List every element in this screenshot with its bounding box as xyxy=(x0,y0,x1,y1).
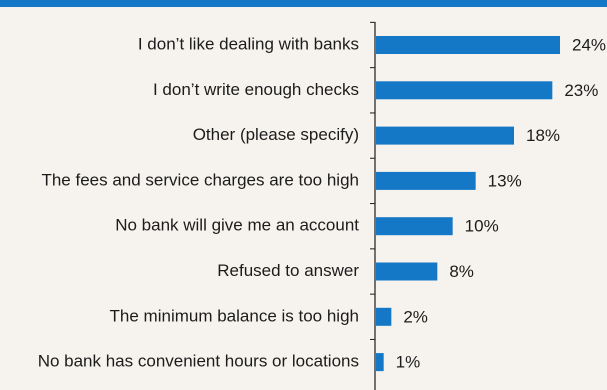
value-label: 10% xyxy=(465,217,499,236)
value-label: 8% xyxy=(449,262,474,281)
value-label: 2% xyxy=(403,307,428,326)
bar xyxy=(376,81,553,100)
header-band xyxy=(0,0,607,7)
category-label: Refused to answer xyxy=(217,261,359,280)
value-label: 18% xyxy=(526,126,560,145)
bar xyxy=(376,217,453,236)
bar xyxy=(376,353,384,372)
category-label: The fees and service charges are too hig… xyxy=(41,170,359,189)
category-label: No bank will give me an account xyxy=(115,216,359,235)
bar xyxy=(376,307,392,326)
bar xyxy=(376,262,438,281)
bar xyxy=(376,126,514,145)
category-label: No bank has convenient hours or location… xyxy=(38,352,359,371)
value-label: 1% xyxy=(396,353,421,372)
value-label: 23% xyxy=(564,81,598,100)
value-label: 13% xyxy=(488,171,522,190)
bar xyxy=(376,171,476,190)
bar xyxy=(376,36,560,54)
category-label: Other (please specify) xyxy=(193,125,359,144)
value-label: 24% xyxy=(572,35,606,54)
category-label: The minimum balance is too high xyxy=(110,306,359,325)
category-label: I don’t like dealing with banks xyxy=(138,34,359,53)
category-label: I don’t write enough checks xyxy=(153,80,359,99)
